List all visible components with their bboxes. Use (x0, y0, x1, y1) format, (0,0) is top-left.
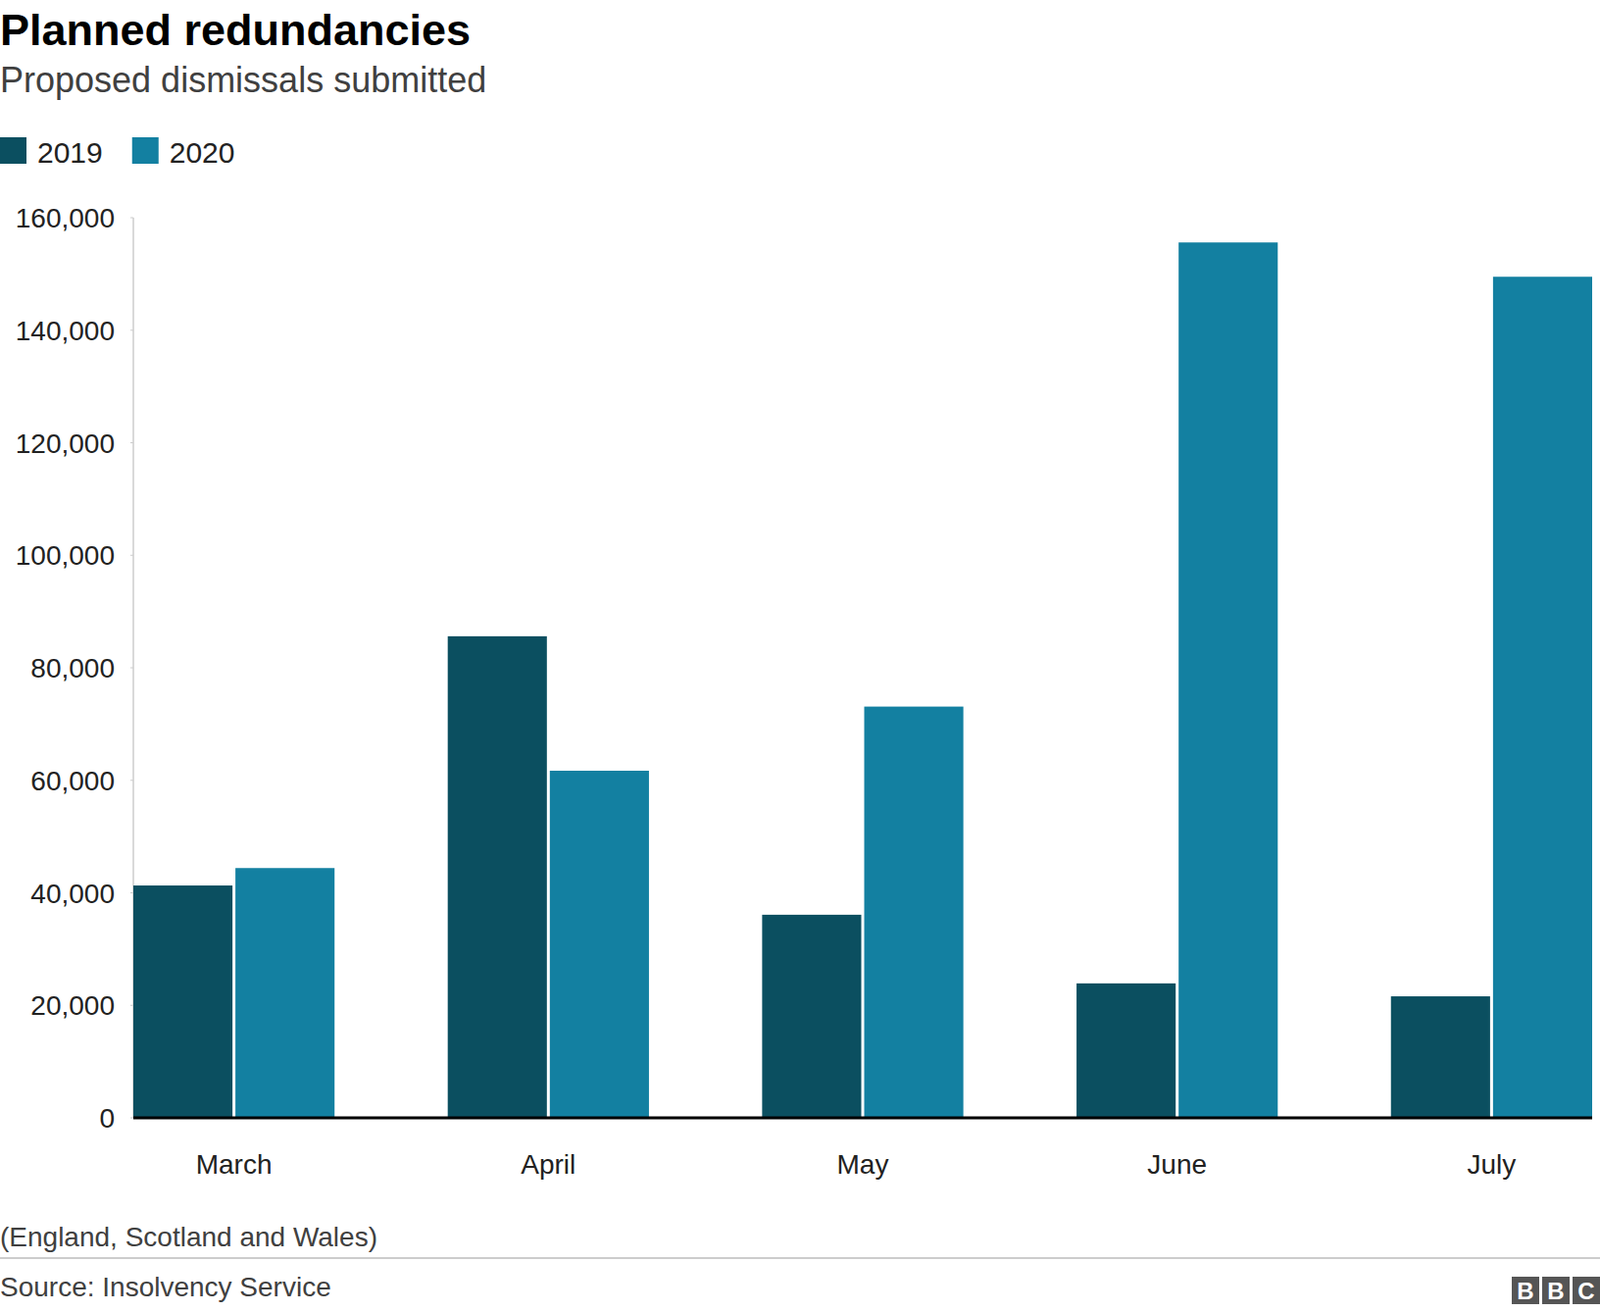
logo-box (1572, 1276, 1600, 1304)
bar (235, 867, 335, 1118)
legend-label: 2020 (169, 136, 236, 169)
y-tick-label: 140,000 (15, 315, 115, 347)
y-tick (130, 667, 134, 669)
y-tick-label: 160,000 (15, 202, 115, 234)
legend-swatch (0, 137, 27, 164)
bar (1493, 276, 1593, 1118)
bar (864, 706, 964, 1118)
y-tick-label: 60,000 (30, 765, 115, 797)
y-tick (130, 217, 134, 219)
y-tick (130, 1004, 134, 1006)
y-tick (130, 554, 134, 556)
legend-swatch (132, 137, 159, 164)
bar (1391, 996, 1491, 1118)
bar (550, 770, 650, 1118)
bar (1178, 242, 1278, 1118)
y-tick-label: 100,000 (15, 540, 115, 571)
bars (133, 242, 1593, 1118)
y-tick (130, 1117, 134, 1119)
x-tick-label: July (1466, 1149, 1516, 1180)
logo-box (1511, 1276, 1540, 1304)
logo: BBC (1516, 1277, 1595, 1304)
bar (133, 885, 233, 1118)
y-tick-label: 20,000 (30, 990, 115, 1021)
x-tick-label: April (520, 1149, 576, 1180)
y-tick (130, 892, 134, 894)
note: (England, Scotland and Wales) (0, 1221, 378, 1252)
legend-label: 2019 (37, 136, 103, 169)
footer-rule (0, 1256, 1600, 1259)
y-tick-label: 40,000 (30, 878, 115, 909)
chart: Planned redundanciesProposed dismissals … (0, 0, 1600, 1312)
source: Source: Insolvency Service (0, 1271, 332, 1302)
bar (448, 636, 548, 1118)
title: Planned redundancies (0, 4, 471, 55)
y-tick (130, 442, 134, 444)
y-tick-label: 80,000 (30, 652, 115, 684)
bar (761, 914, 861, 1118)
y-tick (130, 779, 134, 781)
x-axis-line (133, 1116, 1593, 1120)
bar (1076, 983, 1176, 1118)
y-tick (130, 329, 134, 331)
subtitle: Proposed dismissals submitted (0, 59, 487, 100)
x-tick-label: June (1147, 1149, 1207, 1180)
y-tick-label: 120,000 (15, 428, 115, 459)
x-tick-label: March (196, 1149, 273, 1180)
y-tick-label: 0 (99, 1102, 115, 1134)
logo-box (1542, 1276, 1570, 1304)
x-tick-label: May (837, 1149, 890, 1180)
